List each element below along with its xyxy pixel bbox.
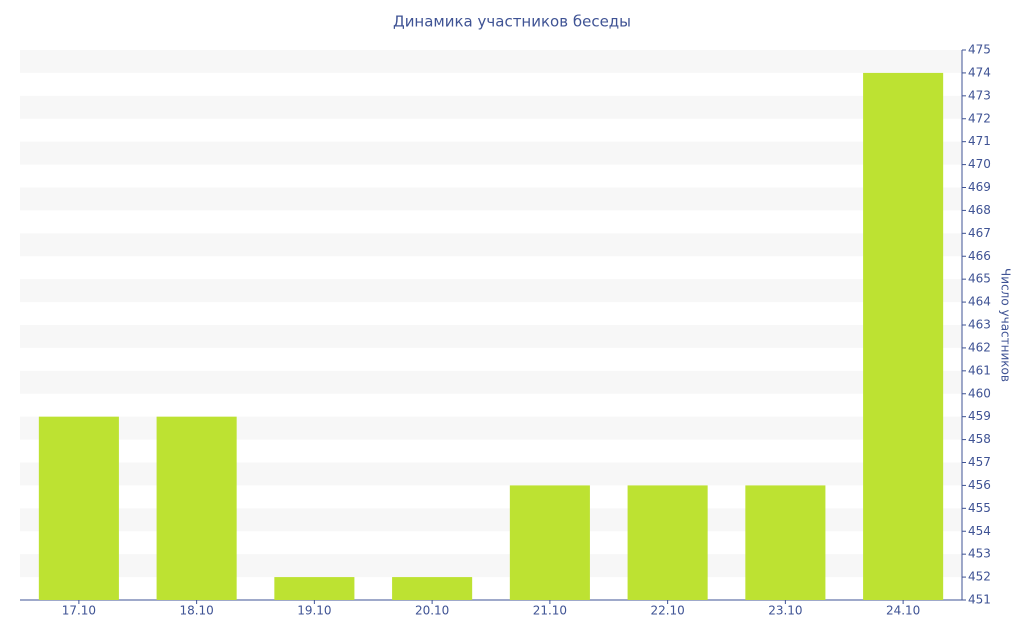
x-tick-label: 18.10 bbox=[179, 604, 213, 618]
bar bbox=[627, 485, 708, 600]
bar bbox=[38, 416, 119, 600]
grid-band bbox=[20, 279, 962, 303]
y-tick-label: 451 bbox=[968, 593, 991, 607]
y-tick-label: 475 bbox=[968, 43, 991, 57]
y-tick-label: 460 bbox=[968, 386, 991, 400]
y-tick-label: 463 bbox=[968, 318, 991, 332]
y-tick-label: 472 bbox=[968, 111, 991, 125]
y-tick-label: 459 bbox=[968, 409, 991, 423]
x-tick-label: 20.10 bbox=[415, 604, 449, 618]
grid-band bbox=[20, 554, 962, 578]
y-tick-label: 455 bbox=[968, 501, 991, 515]
x-tick-label: 24.10 bbox=[886, 604, 920, 618]
y-tick-label: 469 bbox=[968, 180, 991, 194]
grid-band bbox=[20, 325, 962, 348]
y-tick-label: 452 bbox=[968, 570, 991, 584]
bar bbox=[274, 577, 355, 600]
grid-band bbox=[20, 416, 962, 440]
grid-band bbox=[20, 370, 962, 394]
bar bbox=[392, 577, 473, 600]
x-tick-label: 22.10 bbox=[650, 604, 684, 618]
grid-band bbox=[20, 187, 962, 211]
chart-title: Динамика участников беседы bbox=[393, 13, 631, 31]
grid-band bbox=[20, 233, 962, 257]
x-tick-label: 21.10 bbox=[533, 604, 567, 618]
bar bbox=[509, 485, 590, 600]
y-tick-label: 473 bbox=[968, 88, 991, 102]
bar bbox=[156, 416, 237, 600]
bar bbox=[745, 485, 826, 600]
grid-band bbox=[20, 50, 962, 73]
y-tick-label: 462 bbox=[968, 340, 991, 354]
bar bbox=[863, 72, 944, 600]
y-tick-label: 468 bbox=[968, 203, 991, 217]
y-tick-label: 453 bbox=[968, 547, 991, 561]
grid-band bbox=[20, 462, 962, 486]
y-tick-label: 458 bbox=[968, 432, 991, 446]
y-tick-label: 465 bbox=[968, 272, 991, 286]
y-tick-label: 474 bbox=[968, 65, 991, 79]
y-tick-label: 467 bbox=[968, 226, 991, 240]
x-tick-label: 17.10 bbox=[62, 604, 96, 618]
y-tick-label: 456 bbox=[968, 478, 991, 492]
y-tick-label: 464 bbox=[968, 295, 991, 309]
y-tick-label: 457 bbox=[968, 455, 991, 469]
grid-band bbox=[20, 95, 962, 119]
y-tick-label: 466 bbox=[968, 249, 991, 263]
y-axis-label: Число участников bbox=[999, 268, 1013, 382]
grid-band bbox=[20, 508, 962, 532]
x-tick-label: 23.10 bbox=[768, 604, 802, 618]
grid-band bbox=[20, 141, 962, 165]
y-tick-label: 454 bbox=[968, 524, 991, 538]
x-tick-label: 19.10 bbox=[297, 604, 331, 618]
y-tick-label: 470 bbox=[968, 157, 991, 171]
y-tick-label: 471 bbox=[968, 134, 991, 148]
y-tick-label: 461 bbox=[968, 363, 991, 377]
